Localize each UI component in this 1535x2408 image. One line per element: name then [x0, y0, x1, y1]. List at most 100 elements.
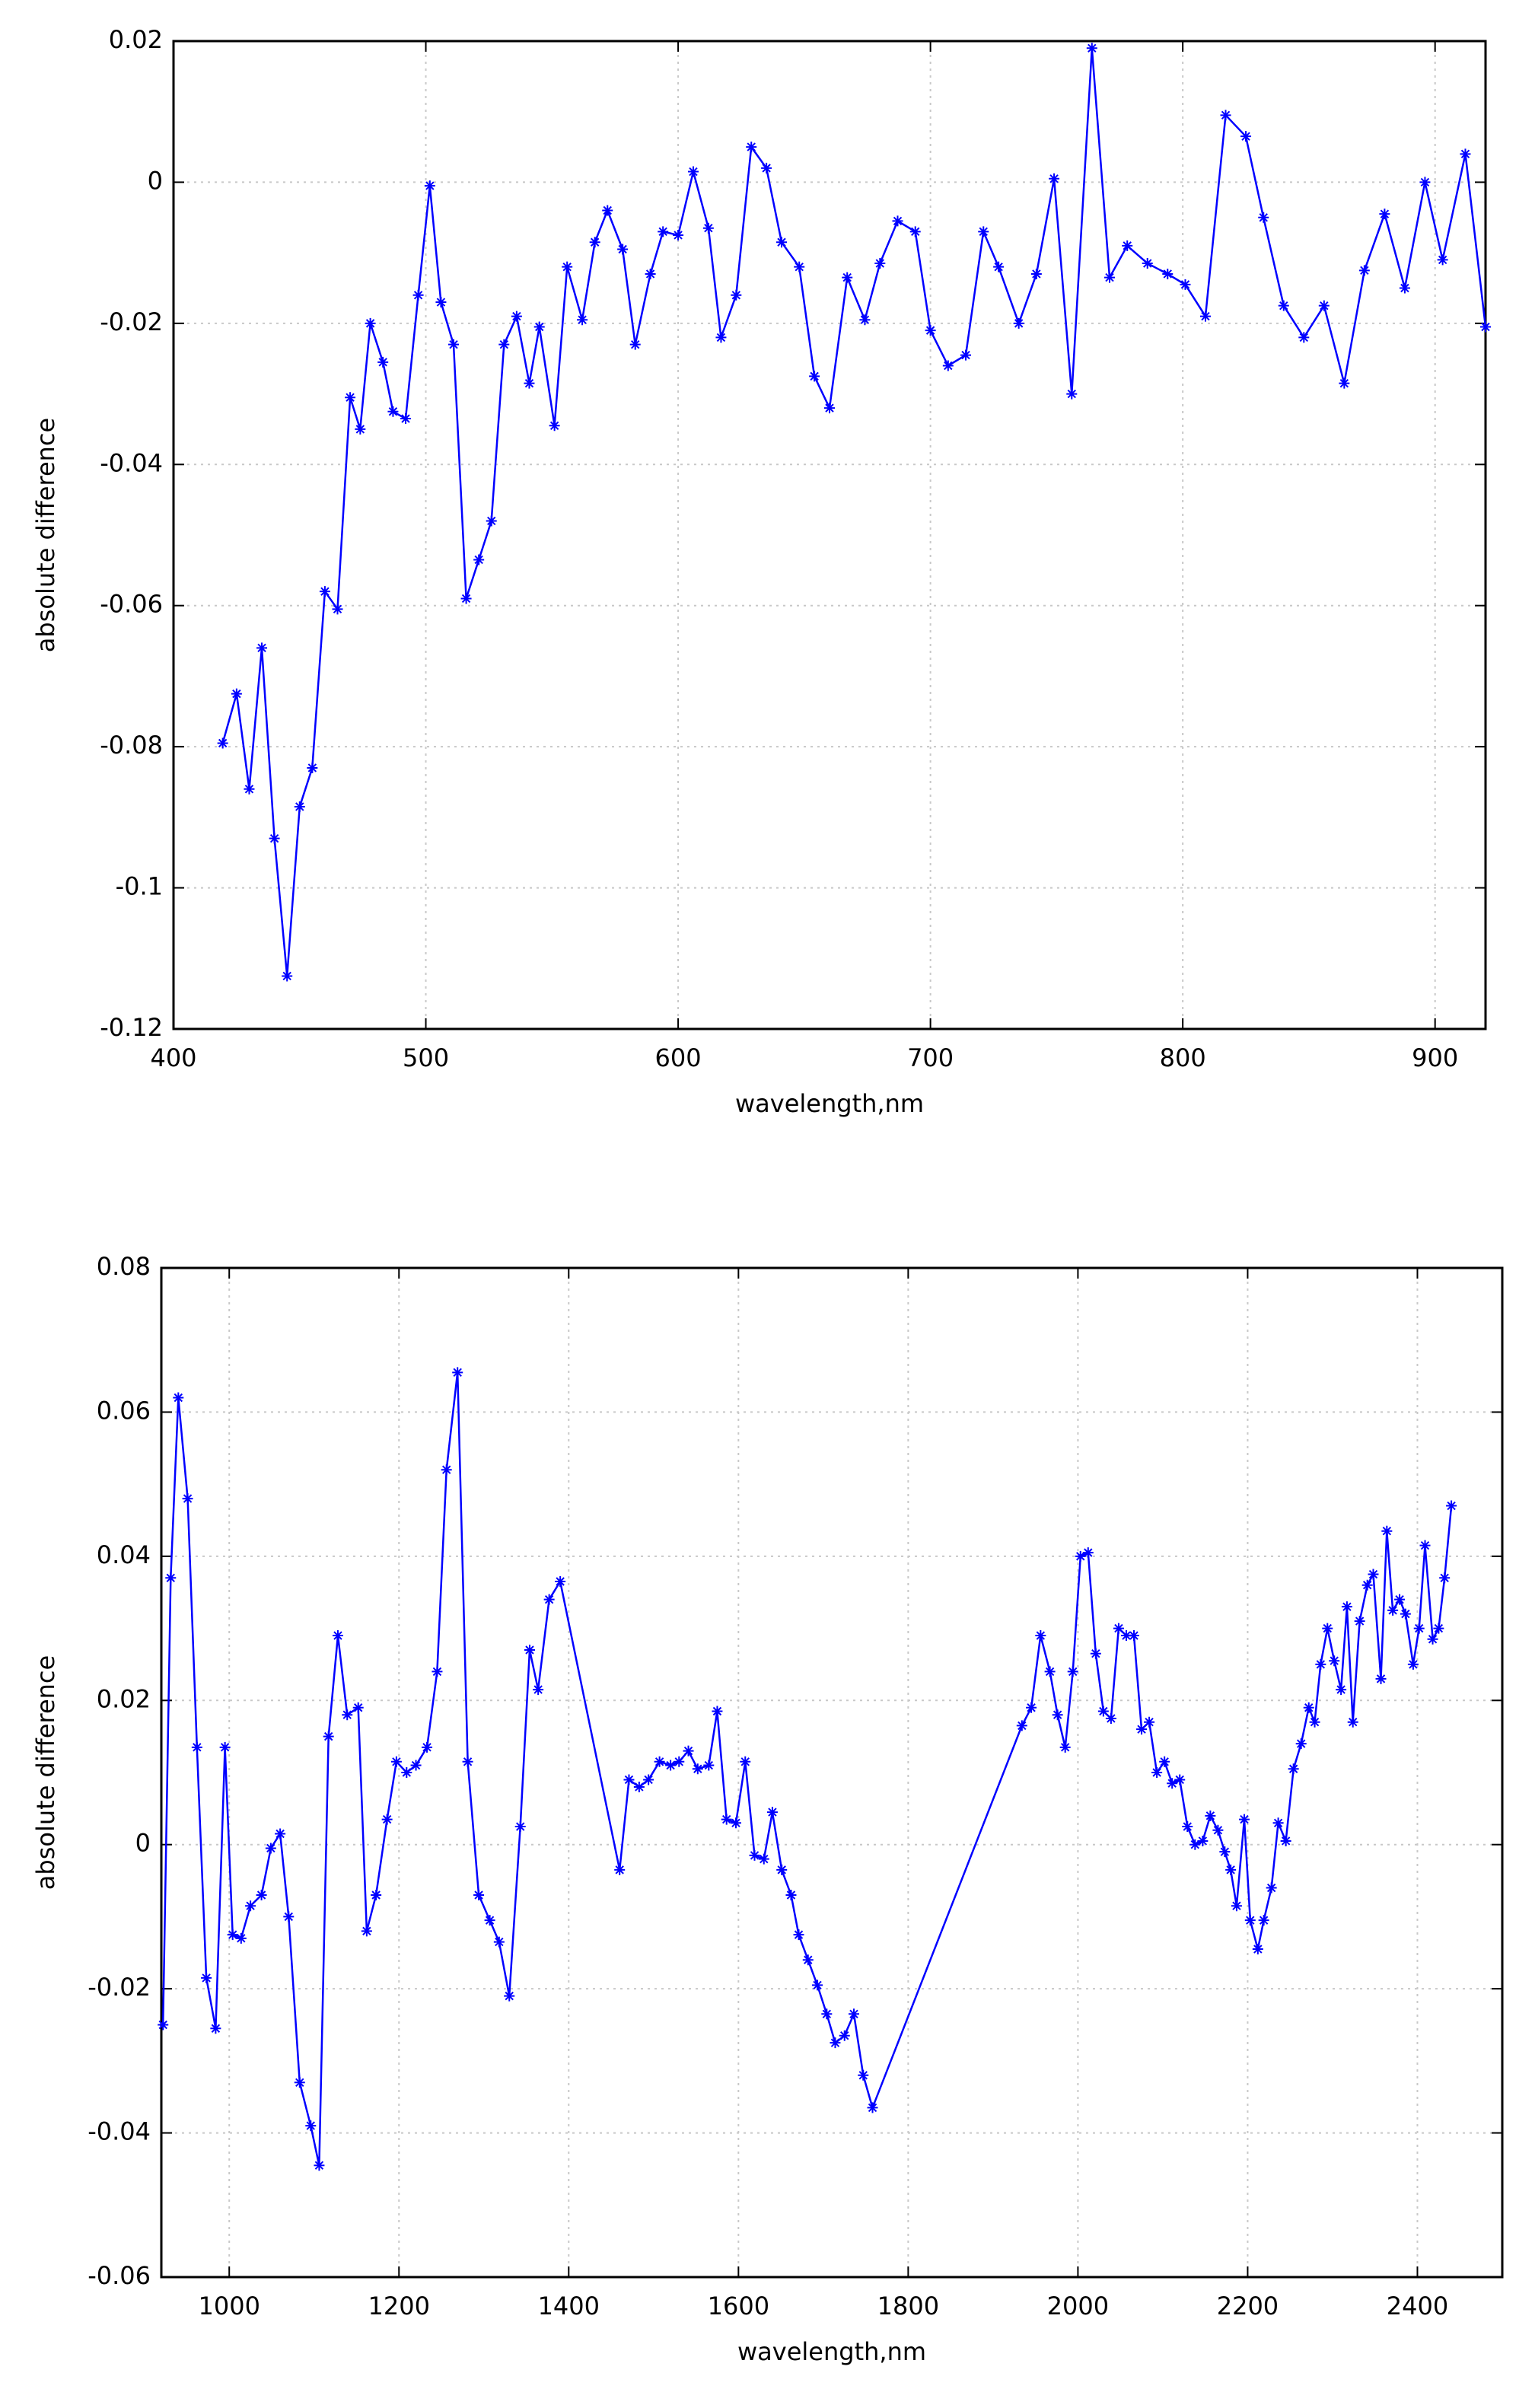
data-point: [809, 371, 820, 382]
data-point: [422, 1741, 433, 1753]
data-point: [602, 205, 613, 216]
y-tick-label: -0.02: [88, 1973, 151, 2002]
data-point: [1013, 317, 1024, 329]
data-point: [766, 1807, 778, 1818]
data-point: [1309, 1716, 1320, 1728]
data-point: [1049, 173, 1060, 184]
data-point: [1480, 321, 1491, 333]
data-point: [839, 2030, 850, 2041]
data-point: [1225, 1864, 1237, 1875]
data-point: [1162, 268, 1174, 279]
data-point: [785, 1890, 797, 1901]
data-point: [761, 162, 772, 174]
data-point: [1197, 1835, 1209, 1846]
data-point: [307, 762, 318, 773]
data-point: [1052, 1709, 1063, 1721]
data-point: [960, 349, 972, 361]
data-point: [562, 261, 573, 272]
data-point: [617, 244, 629, 255]
data-point: [812, 1980, 823, 1991]
data-point: [201, 1972, 212, 1983]
data-point: [633, 1781, 645, 1792]
data-point: [1105, 1712, 1116, 1724]
x-tick-label: 1800: [877, 2292, 939, 2320]
data-point: [614, 1864, 626, 1875]
data-point: [1278, 300, 1289, 311]
data-point: [381, 1814, 393, 1825]
data-point: [674, 1756, 685, 1767]
data-point: [702, 222, 714, 234]
data-point: [361, 1925, 372, 1937]
data-point: [1400, 1608, 1411, 1620]
plot-frame: [160, 1266, 1504, 2279]
data-point: [1280, 1835, 1291, 1846]
data-point: [387, 406, 399, 417]
y-axis-label: absolute difference: [31, 1655, 60, 1890]
data-point: [978, 226, 989, 237]
data-point: [1205, 1810, 1216, 1821]
data-point: [715, 332, 727, 343]
y-tick-label: -0.12: [100, 1013, 163, 1042]
data-point: [323, 1731, 334, 1742]
data-point: [909, 226, 921, 237]
x-tick-label: 400: [150, 1043, 196, 1072]
y-tick-label: 0: [148, 166, 163, 195]
data-point: [1427, 1633, 1438, 1645]
data-point: [1419, 177, 1431, 188]
data-point: [412, 289, 424, 301]
data-point: [692, 1763, 703, 1775]
data-point: [658, 226, 669, 237]
data-point: [577, 314, 588, 326]
data-point: [452, 1367, 463, 1378]
data-point: [265, 1843, 276, 1854]
data-point: [210, 2023, 221, 2034]
data-point: [448, 339, 460, 350]
x-tick-label: 900: [1412, 1043, 1458, 1072]
data-point: [1189, 1839, 1201, 1850]
data-point: [305, 2120, 317, 2132]
data-point: [504, 1990, 515, 2002]
data-point: [342, 1709, 353, 1721]
x-tick-label: 500: [403, 1043, 449, 1072]
data-point: [1266, 1882, 1277, 1894]
data-point: [1086, 43, 1097, 54]
data-point: [486, 515, 497, 527]
data-point: [294, 2077, 305, 2088]
data-point: [643, 1774, 654, 1785]
data-point: [549, 420, 560, 432]
data-point: [1151, 1767, 1163, 1778]
data-point: [435, 297, 447, 308]
x-tick-label: 2000: [1047, 2292, 1109, 2320]
data-point: [1252, 1944, 1263, 1955]
data-point: [1329, 1655, 1340, 1667]
y-tick-label: 0.04: [97, 1540, 151, 1569]
data-point: [830, 2037, 841, 2049]
data-point: [441, 1464, 452, 1476]
data-point: [390, 1756, 402, 1767]
data-point: [275, 1828, 286, 1839]
data-point: [173, 1392, 184, 1403]
data-point: [1394, 1594, 1406, 1605]
data-point: [703, 1760, 715, 1771]
data-point: [371, 1890, 382, 1901]
data-point: [1016, 1720, 1027, 1731]
y-tick-label: -0.04: [100, 448, 163, 477]
data-point: [245, 1900, 256, 1912]
data-point: [665, 1760, 677, 1771]
data-point: [191, 1741, 202, 1753]
data-point: [227, 1929, 238, 1941]
data-point: [824, 403, 835, 414]
x-axis-label: wavelength,nm: [737, 2337, 926, 2366]
x-tick-label: 1400: [538, 2292, 600, 2320]
data-point: [1129, 1630, 1140, 1642]
data-point: [925, 325, 936, 336]
data-point: [1288, 1763, 1299, 1775]
data-point: [1090, 1648, 1101, 1659]
data-point: [460, 593, 472, 604]
data-point: [740, 1756, 751, 1767]
data-point: [283, 1911, 295, 1922]
data-point: [1354, 1616, 1365, 1627]
data-point: [1358, 265, 1370, 276]
